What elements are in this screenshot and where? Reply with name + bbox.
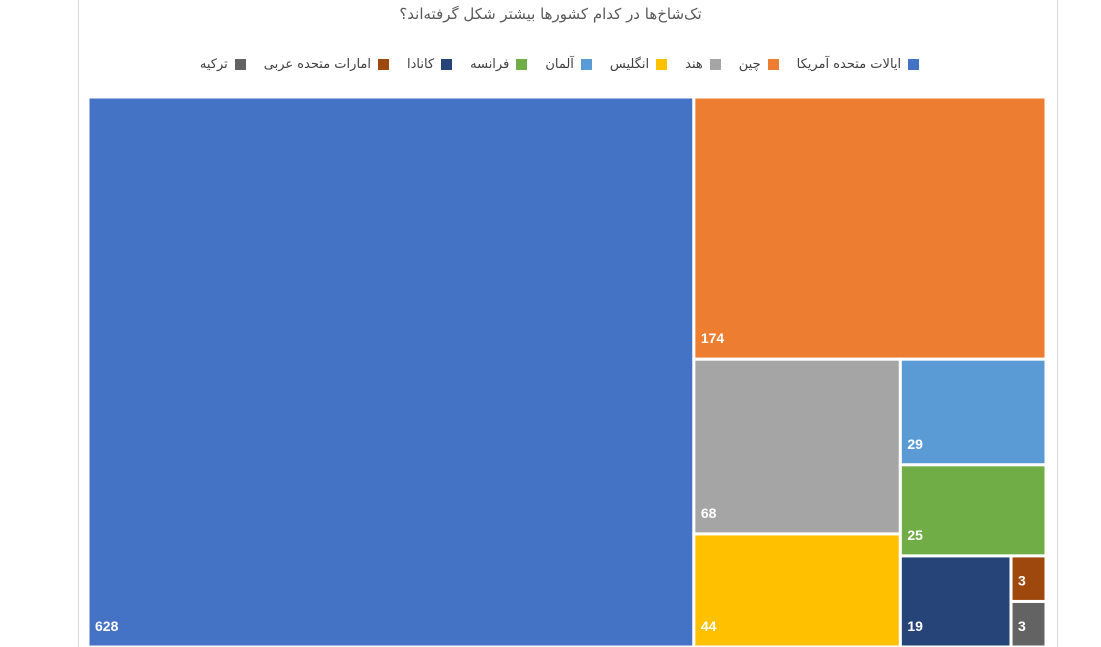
legend-item: فرانسه [470, 57, 528, 72]
treemap-tile: 3 [1009, 599, 1046, 647]
data-label: 25 [907, 527, 923, 543]
data-label: 3 [1018, 572, 1026, 588]
data-label: 174 [701, 330, 725, 346]
legend-label: آلمان [545, 57, 574, 72]
treemap-tile: 628 [88, 97, 696, 647]
treemap-tile: 44 [692, 532, 902, 647]
legend-item: ایالات متحده آمریکا [797, 57, 920, 72]
treemap-tile: 25 [898, 463, 1046, 558]
treemap-rect [898, 463, 1046, 558]
legend-swatch [377, 59, 389, 70]
legend-swatch [709, 59, 721, 70]
data-label: 29 [907, 436, 923, 452]
legend-swatch [908, 59, 920, 70]
legend-item: کانادا [406, 57, 453, 72]
legend-swatch [441, 59, 453, 70]
legend-label: انگلیس [609, 57, 650, 72]
legend-item: هند [685, 57, 721, 72]
data-label: 19 [907, 618, 923, 634]
treemap-rect [1009, 599, 1046, 647]
legend-label: امارات متحده عربی [263, 57, 371, 72]
data-label: 628 [95, 618, 119, 634]
data-label: 3 [1018, 618, 1026, 634]
legend-item: انگلیس [609, 57, 668, 72]
legend-label: فرانسه [470, 57, 510, 72]
treemap-tile: 68 [692, 357, 902, 536]
treemap-tile: 174 [692, 97, 1046, 361]
treemap-plot: 628 174 68 44 29 25 19 3 3 [88, 97, 1046, 647]
treemap-rect [692, 97, 1046, 361]
chart-legend: ایالات متحده آمریکا چین هند انگلیس آلمان فران… [0, 57, 1101, 72]
treemap-tile: 29 [898, 357, 1046, 467]
legend-label: چین [738, 57, 761, 72]
legend-label: ترکیه [199, 57, 228, 72]
treemap-rect [88, 97, 696, 647]
treemap-rect [898, 357, 1046, 467]
treemap-rect [692, 532, 902, 647]
legend-item: ترکیه [200, 57, 246, 72]
legend-label: کانادا [406, 57, 435, 72]
legend-label: ایالات متحده آمریکا [796, 57, 902, 72]
legend-item: چین [739, 57, 779, 72]
legend-item: آلمان [545, 57, 592, 72]
data-label: 44 [701, 618, 717, 634]
chart-title: تک‌شاخ‌ها در کدام کشورها بیشتر شکل گرفته… [399, 5, 702, 23]
legend-swatch [767, 59, 779, 70]
treemap-rect [898, 554, 1013, 647]
legend-swatch [656, 59, 668, 70]
treemap-svg: 628 174 68 44 29 25 19 3 3 [88, 97, 1046, 647]
treemap-tile: 19 [898, 554, 1013, 647]
legend-item: امارات متحده عربی [264, 57, 389, 72]
treemap-tile: 3 [1009, 554, 1046, 603]
treemap-rect [692, 357, 902, 536]
legend-swatch [580, 59, 592, 70]
treemap-rect [1009, 554, 1046, 603]
legend-label: هند [685, 57, 703, 72]
legend-swatch [234, 59, 246, 70]
data-label: 68 [701, 505, 717, 521]
legend-swatch [516, 59, 528, 70]
